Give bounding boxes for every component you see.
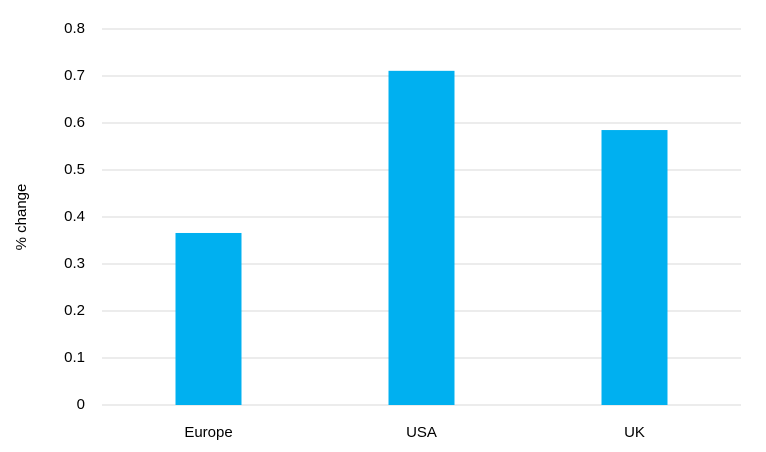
bar [388, 70, 455, 405]
y-tick-label: 0 [77, 396, 85, 413]
y-tick-label: 0.7 [64, 67, 85, 84]
y-axis-label: % change [13, 184, 30, 251]
x-tick-label: UK [624, 424, 645, 441]
y-tick-label: 0.4 [64, 208, 85, 225]
y-tick-label: 0.8 [64, 20, 85, 37]
y-tick-label: 0.1 [64, 349, 85, 366]
x-tick-label: USA [406, 424, 437, 441]
x-tick-label: Europe [184, 424, 232, 441]
y-tick-label: 0.6 [64, 114, 85, 131]
bar [175, 232, 242, 405]
y-tick-label: 0.3 [64, 255, 85, 272]
y-tick-label: 0.5 [64, 161, 85, 178]
y-tick-label: 0.2 [64, 302, 85, 319]
bar [601, 130, 668, 406]
